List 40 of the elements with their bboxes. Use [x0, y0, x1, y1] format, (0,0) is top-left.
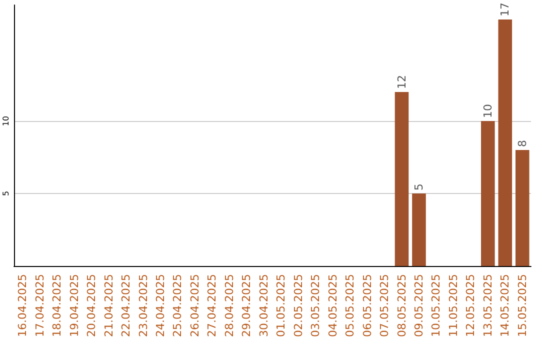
x-tick-label: 25.04.2025 — [171, 274, 184, 338]
data-label: 17 — [498, 2, 512, 16]
x-tick-label: 10.05.2025 — [430, 274, 443, 338]
x-tick-label: 02.05.2025 — [292, 274, 305, 338]
x-tick-label: 12.05.2025 — [464, 274, 478, 338]
bar — [412, 194, 426, 266]
data-label: 8 — [516, 140, 529, 148]
x-tick-label: 23.04.2025 — [136, 274, 150, 338]
x-tick-label: 04.05.2025 — [326, 274, 340, 338]
x-tick-label: 03.05.2025 — [309, 274, 322, 338]
x-tick-label: 01.05.2025 — [274, 274, 288, 338]
x-tick-label: 16.04.2025 — [16, 274, 30, 338]
data-label: 10 — [481, 104, 494, 118]
x-tick-label: 21.04.2025 — [102, 274, 116, 338]
x-tick-label: 26.04.2025 — [188, 274, 202, 338]
x-tick-label: 22.04.2025 — [120, 274, 133, 338]
bar — [515, 150, 530, 266]
data-label: 5 — [412, 184, 426, 191]
x-tick-label: 08.05.2025 — [395, 274, 408, 338]
x-tick-label: 11.05.2025 — [446, 274, 460, 338]
x-tick-label: 29.04.2025 — [240, 274, 254, 338]
x-tick-label: 05.05.2025 — [344, 274, 357, 338]
x-tick-label: 24.04.2025 — [154, 274, 167, 338]
x-tick-label: 19.04.2025 — [68, 274, 81, 338]
x-tick-label: 14.05.2025 — [498, 274, 512, 338]
x-tick-label: 30.04.2025 — [257, 274, 270, 338]
data-label: 12 — [395, 75, 408, 90]
bar — [481, 121, 495, 266]
x-tick-label: 17.04.2025 — [33, 274, 46, 338]
x-tick-label: 13.05.2025 — [481, 274, 494, 338]
bar — [394, 92, 409, 266]
x-tick-label: 06.05.2025 — [360, 274, 374, 338]
x-tick-label: 15.05.2025 — [516, 274, 529, 338]
bar — [498, 20, 512, 266]
x-tick-label: 20.04.2025 — [85, 274, 98, 338]
x-tick-label: 18.04.2025 — [50, 274, 64, 338]
x-tick-label: 07.05.2025 — [378, 274, 392, 338]
x-tick-label: 09.05.2025 — [412, 274, 426, 338]
x-tick-label: 28.04.2025 — [222, 274, 236, 338]
x-tick-label: 27.04.2025 — [206, 274, 219, 338]
